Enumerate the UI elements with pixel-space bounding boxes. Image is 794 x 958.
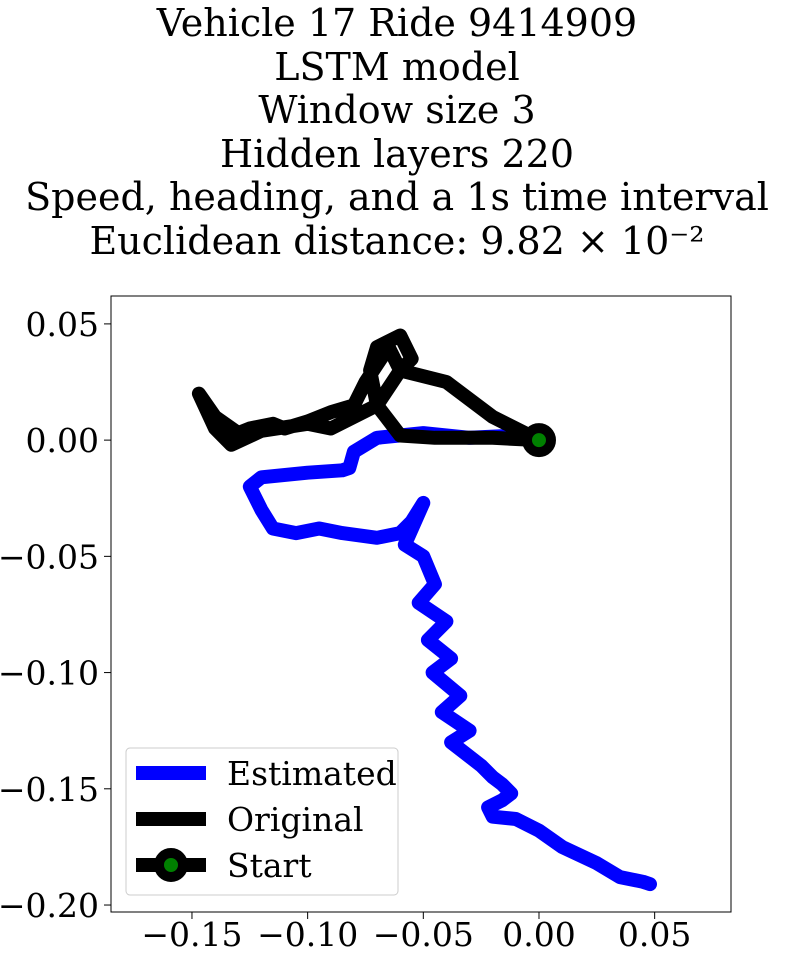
y-tick-label: −0.20	[0, 886, 99, 925]
x-tick-label: 0.00	[502, 915, 575, 954]
x-tick-label: −0.05	[373, 915, 474, 954]
y-tick-label: 0.00	[26, 421, 99, 460]
y-tick-label: −0.10	[0, 654, 99, 693]
legend-label: Start	[227, 846, 312, 885]
y-tick-label: −0.15	[0, 770, 99, 809]
title-line-1: Vehicle 17 Ride 9414909	[156, 1, 638, 45]
y-tick-label: −0.05	[0, 537, 99, 576]
title-line-5: Speed, heading, and a 1s time interval	[25, 175, 769, 219]
x-tick-label: −0.10	[257, 915, 358, 954]
title-line-2: LSTM model	[274, 44, 520, 89]
series-line-original	[191, 328, 546, 452]
series-group	[191, 328, 657, 892]
series-line-estimated	[242, 426, 657, 892]
legend-label: Original	[227, 800, 364, 839]
start-marker	[521, 423, 556, 458]
legend-start-marker	[154, 848, 188, 882]
title-line-4: Hidden layers 220	[219, 131, 575, 176]
title-line-6: Euclidean distance: 9.82 × 10⁻²	[89, 218, 705, 263]
x-tick-label: −0.15	[141, 915, 242, 954]
title-line-3: Window size 3	[258, 88, 536, 132]
chart-title: Vehicle 17 Ride 9414909 LSTM model Windo…	[0, 1, 794, 263]
x-tick-label: 0.05	[618, 915, 691, 954]
axes-frame	[110, 295, 732, 913]
legend-label: Estimated	[227, 754, 397, 793]
y-tick-label: 0.05	[26, 305, 99, 344]
